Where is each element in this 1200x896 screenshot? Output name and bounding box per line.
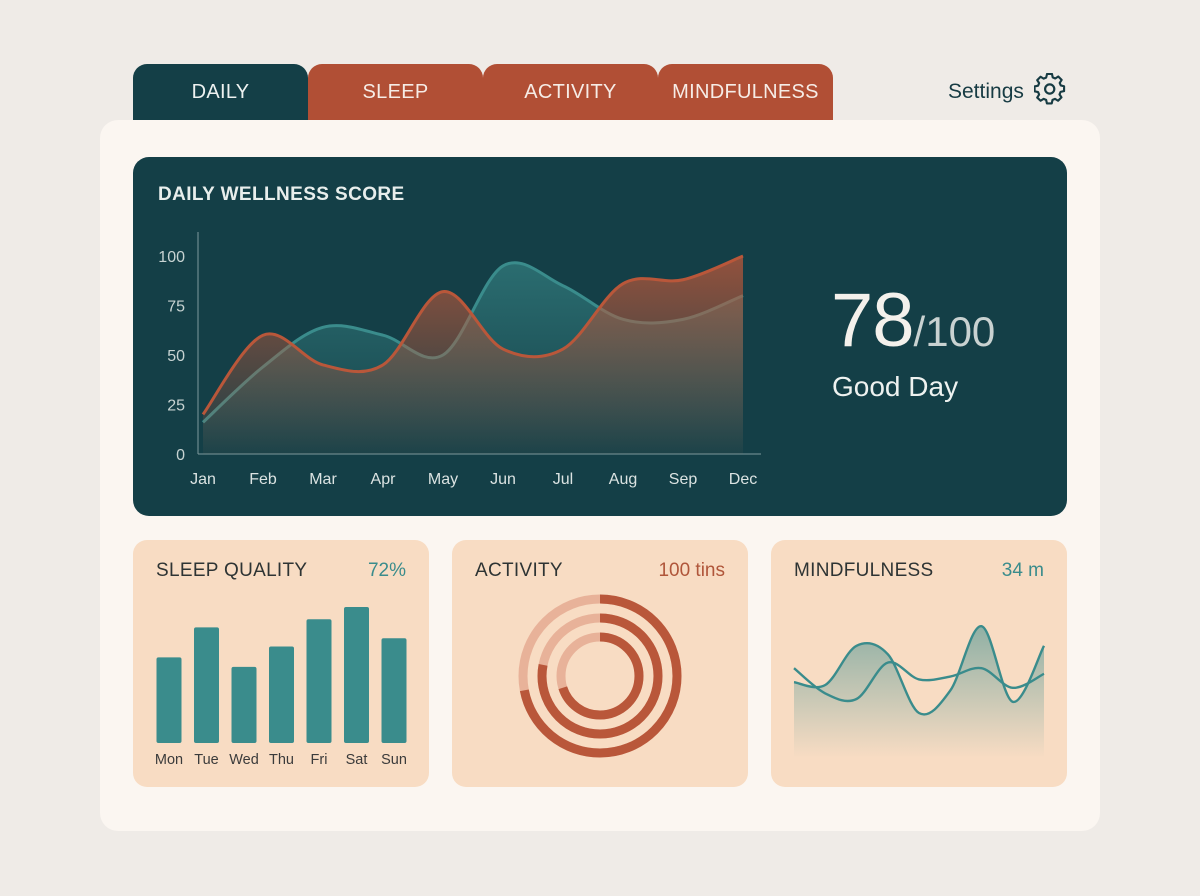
sleep-bar-chart: Mon Tue Wed Thu Fri Sat Sun (155, 607, 407, 768)
activity-ring (537, 613, 663, 739)
y-tick-label: 75 (167, 299, 185, 316)
x-tick-label: May (428, 471, 458, 488)
sleep-day-label: Wed (229, 752, 259, 768)
activity-ring-chart (518, 594, 682, 758)
wellness-score-card: DAILY WELLNESS SCORE 0 25 50 75 100 Jan Feb Mar… (133, 157, 1067, 516)
y-tick-label: 25 (167, 398, 185, 415)
sleep-day-label: Tue (194, 752, 218, 768)
activity-title: ACTIVITY (475, 560, 563, 581)
sleep-quality-card[interactable]: SLEEP QUALITY 72% Mon Tue Wed Thu Fri Sat Sun (133, 540, 429, 787)
x-tick-label: Jan (190, 471, 216, 488)
sleep-bar (344, 607, 369, 743)
mindfulness-title: MINDFULNESS (794, 560, 934, 581)
mindfulness-card[interactable]: MINDFULNESS 34 m (771, 540, 1067, 787)
sleep-bar (306, 619, 332, 743)
score-readout: 78/100 (831, 277, 995, 364)
tab-mindfulness[interactable]: MINDFULNESS (658, 64, 833, 120)
sleep-bar (194, 627, 219, 743)
x-tick-label: Apr (371, 471, 397, 488)
x-tick-label: Jun (490, 471, 516, 488)
wellness-score-title: DAILY WELLNESS SCORE (158, 184, 405, 205)
tab-sleep[interactable]: SLEEP (308, 64, 483, 120)
activity-card[interactable]: ACTIVITY 100 tins (452, 540, 748, 787)
sleep-day-label: Sat (346, 752, 368, 768)
settings-button[interactable]: Settings (948, 72, 1066, 111)
mindfulness-area (794, 626, 1044, 758)
x-tick-label: Aug (609, 471, 637, 488)
sleep-quality-metric: 72% (367, 560, 406, 581)
series-area-0 (203, 256, 743, 454)
gear-icon (1033, 72, 1066, 111)
score-max: /100 (913, 308, 996, 355)
sleep-day-label: Sun (381, 752, 407, 768)
x-tick-label: Sep (669, 471, 698, 488)
series-line-0 (201, 254, 744, 416)
tab-bar: DAILY SLEEP ACTIVITY MINDFULNESS (133, 64, 835, 120)
x-tick-label: Jul (553, 471, 573, 488)
y-tick-label: 100 (158, 249, 185, 266)
tab-activity[interactable]: ACTIVITY (483, 64, 658, 120)
wellness-area-chart: 0 25 50 75 100 Jan Feb Mar Apr May Jun Jul Aug Sep Dec (158, 232, 761, 488)
x-tick-label: Feb (249, 471, 277, 488)
mindfulness-line-0 (793, 625, 1046, 716)
y-tick-label: 0 (176, 447, 185, 464)
y-tick-label: 50 (167, 348, 185, 365)
sleep-bar (381, 638, 407, 743)
sleep-bar (156, 657, 182, 743)
mindfulness-wave-chart (793, 625, 1046, 758)
settings-label: Settings (948, 80, 1024, 103)
x-tick-label: Mar (309, 471, 337, 488)
score-value: 78 (831, 278, 915, 363)
score-status: Good Day (832, 371, 959, 402)
sleep-bar (231, 666, 257, 743)
sleep-quality-title: SLEEP QUALITY (156, 560, 308, 581)
activity-ring (556, 632, 644, 720)
activity-ring (518, 594, 682, 758)
activity-metric: 100 tins (658, 560, 725, 581)
tab-daily[interactable]: DAILY (133, 64, 308, 120)
sleep-bar (269, 646, 294, 743)
sleep-day-label: Fri (311, 752, 328, 768)
sleep-day-label: Mon (155, 752, 183, 768)
mindfulness-line-1 (793, 661, 1045, 703)
x-tick-label: Dec (729, 471, 757, 488)
sleep-day-label: Thu (269, 752, 294, 768)
mindfulness-metric: 34 m (1001, 560, 1044, 581)
